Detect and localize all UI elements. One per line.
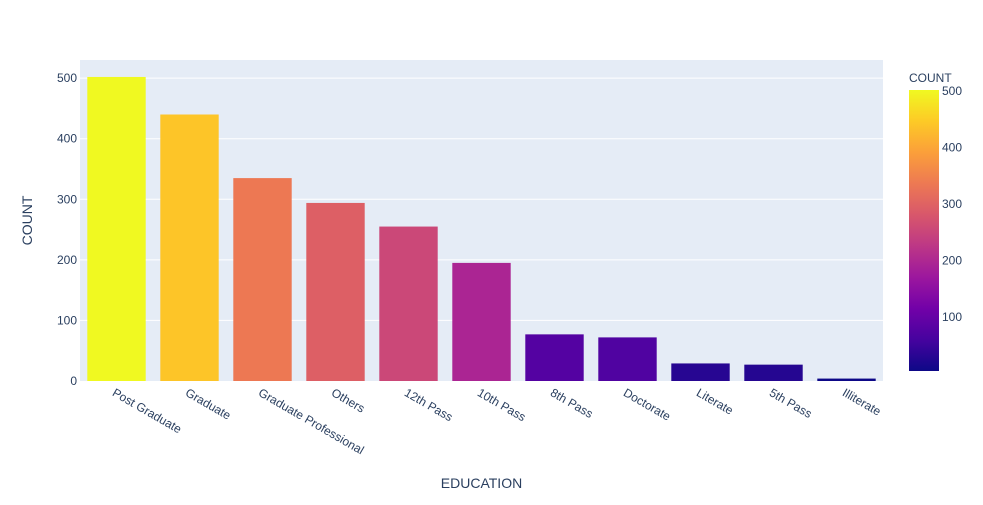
colorbar-title: COUNT bbox=[909, 71, 952, 85]
y-tick-label: 300 bbox=[57, 192, 77, 206]
x-tick-label: 12th Pass bbox=[402, 385, 455, 424]
x-tick-label: 5th Pass bbox=[767, 385, 814, 420]
colorbar-tick-label: 200 bbox=[942, 253, 962, 267]
bar-10th-pass bbox=[452, 262, 511, 381]
colorbar-tick-label: 100 bbox=[942, 310, 962, 324]
colorbar-tick-label: 500 bbox=[942, 84, 962, 98]
y-tick-label: 0 bbox=[70, 374, 77, 388]
x-tick-label: Doctorate bbox=[621, 385, 673, 423]
y-tick-label: 400 bbox=[57, 132, 77, 146]
bar-literate bbox=[671, 363, 730, 381]
colorbar-ticks: 100 200 300 400 500 bbox=[942, 84, 962, 324]
x-tick-label: 8th Pass bbox=[548, 385, 595, 420]
x-tick-label: Graduate bbox=[183, 385, 234, 422]
bar-graduate bbox=[160, 114, 219, 382]
colorbar-tick-label: 300 bbox=[942, 197, 962, 211]
x-tick-label: Post Graduate bbox=[110, 385, 184, 436]
bar-others bbox=[306, 202, 365, 381]
x-tick-label: Others bbox=[329, 385, 367, 415]
bar-illiterate bbox=[817, 378, 876, 381]
bar-doctorate bbox=[598, 337, 657, 381]
x-axis-title: EDUCATION bbox=[441, 475, 522, 491]
y-axis-title: COUNT bbox=[19, 195, 35, 245]
y-tick-label: 200 bbox=[57, 253, 77, 267]
x-tick-label: Literate bbox=[694, 385, 736, 417]
y-axis-ticks: 0 100 200 300 400 500 bbox=[57, 71, 77, 388]
x-tick-label: Illiterate bbox=[840, 385, 884, 418]
y-tick-label: 100 bbox=[57, 313, 77, 327]
colorbar-tick-label: 400 bbox=[942, 141, 962, 155]
bars bbox=[87, 76, 876, 382]
bar-post-graduate bbox=[87, 76, 146, 381]
bar-12th-pass bbox=[379, 226, 438, 381]
bar-graduate-professional bbox=[233, 178, 292, 381]
x-tick-label: 10th Pass bbox=[475, 385, 528, 424]
bar-5th-pass bbox=[744, 364, 803, 381]
y-tick-label: 500 bbox=[57, 71, 77, 85]
colorbar bbox=[909, 90, 939, 371]
bar-8th-pass bbox=[525, 334, 584, 381]
